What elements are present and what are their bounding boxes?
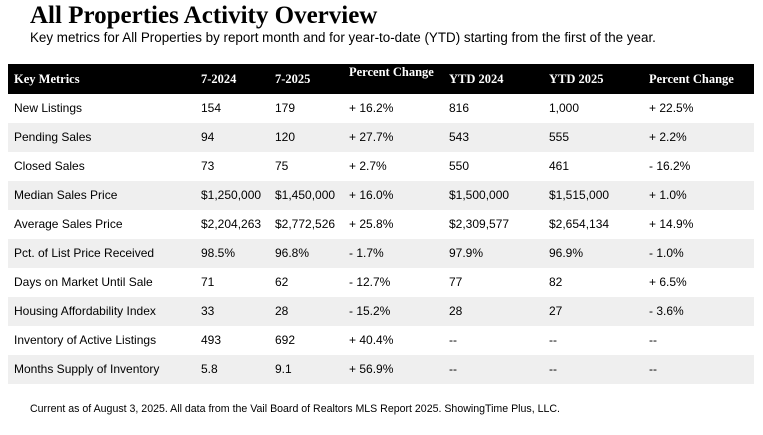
metric-value-cell: $1,500,000 [443, 181, 543, 210]
table-row: Closed Sales 73 75 + 2.7% 550 461 - 16.2% [8, 152, 754, 181]
metric-value-cell: 96.8% [269, 239, 343, 268]
page-subtitle: Key metrics for All Properties by report… [30, 30, 656, 45]
metric-value-cell: 28 [443, 297, 543, 326]
metric-value-cell: $1,250,000 [195, 181, 269, 210]
metric-value-cell: 543 [443, 123, 543, 152]
column-header: Percent Change [343, 64, 443, 94]
metric-value-cell: + 14.9% [649, 217, 694, 231]
metric-value-cell: 33 [195, 297, 269, 326]
metric-value-cell: 692 [275, 333, 296, 347]
metric-value-cell: $1,450,000 [269, 181, 343, 210]
page-title: All Properties Activity Overview [30, 2, 378, 29]
table-row: Housing Affordability Index 33 28- 15.2% 28… [8, 297, 754, 326]
metric-value-cell: 5.8 [195, 355, 269, 384]
metric-value-cell: -- [643, 355, 754, 384]
metric-value-cell: 96.9% [543, 239, 643, 268]
table-row: New Listings 154 179 + 16.2% 816 1,000 + 22.5% [8, 94, 754, 123]
metric-value-cell: 555 [543, 123, 643, 152]
table-row: Inventory of Active Listings 493 692 + 40.4… [8, 326, 754, 355]
metric-value-cell: 816 [449, 101, 470, 115]
metric-name-cell: Inventory of Active Listings [14, 333, 157, 347]
metric-name-cell: Pending Sales [8, 123, 195, 152]
metric-value-cell: - 16.2% [649, 159, 691, 173]
column-header: YTD 2025 [543, 64, 643, 94]
metric-value-cell: - 3.6% [643, 297, 754, 326]
metric-value-cell: + 27.7% [343, 123, 443, 152]
footer-note: Current as of August 3, 2025. All data f… [30, 403, 560, 415]
metric-value-cell: $1,515,000 [543, 181, 643, 210]
column-header: 7-2025 [269, 64, 343, 94]
metric-name-cell: Days on Market Until Sale [14, 275, 153, 289]
metric-value-cell: $2,204,263 [201, 217, 262, 231]
metric-value-cell: 77 [449, 275, 463, 289]
table-row: Months Supply of Inventory 5.8 9.1 + 56.9% -… [8, 355, 754, 384]
metric-value-cell: + 1.0% [643, 181, 754, 210]
column-header: 7-2024 [195, 64, 269, 94]
metric-value-cell: + 25.8% [349, 217, 394, 231]
metric-value-cell: 120 [269, 123, 343, 152]
metric-name-cell: Closed Sales [14, 159, 85, 173]
table-row: Days on Market Until Sale 71 62 - 12.7% 77 82… [8, 268, 754, 297]
metric-name-cell: Pct. of List Price Received [8, 239, 195, 268]
table-row: Median Sales Price $1,250,000 $1,450,000 + … [8, 181, 754, 210]
column-header: Key Metrics [8, 64, 195, 94]
metric-value-cell: 71 [201, 275, 215, 289]
metric-value-cell: - 1.0% [643, 239, 754, 268]
metric-value-cell: + 22.5% [649, 101, 694, 115]
metric-value-cell: 154 [201, 101, 222, 115]
metric-name-cell: Average Sales Price [14, 217, 123, 231]
metric-name-cell: Median Sales Price [8, 181, 195, 210]
metric-value-cell: + 16.2% [349, 101, 394, 115]
metric-value-cell: + 16.0% [343, 181, 443, 210]
table-row: Pct. of List Price Received 98.5% 96.8% - 1… [8, 239, 754, 268]
metric-value-cell: 1,000 [549, 101, 580, 115]
metric-value-cell: $2,309,577 [449, 217, 510, 231]
table-row: Average Sales Price $2,204,263 $2,772,526 +… [8, 210, 754, 239]
column-header: Percent Change [643, 64, 754, 94]
metric-value-cell: - 12.7% [349, 275, 391, 289]
metric-value-cell: -- [543, 355, 643, 384]
metric-name-cell: New Listings [14, 101, 83, 115]
metric-value-cell: -- [649, 333, 657, 347]
metric-value-cell: 73 [201, 159, 215, 173]
metric-value-cell: 28 [269, 297, 343, 326]
metric-value-cell: 9.1 [269, 355, 343, 384]
metric-value-cell: -- [549, 333, 557, 347]
metric-value-cell: -- [443, 355, 543, 384]
metric-value-cell: 550 [449, 159, 470, 173]
metric-value-cell: 493 [201, 333, 222, 347]
metric-value-cell: + 6.5% [649, 275, 687, 289]
metric-value-cell: $2,772,526 [275, 217, 336, 231]
metric-value-cell: 27 [543, 297, 643, 326]
metric-value-cell: + 2.2% [643, 123, 754, 152]
metric-value-cell: 461 [549, 159, 570, 173]
table-header-row: Key Metrics 7-2024 7-2025 Percent Change… [8, 64, 754, 94]
metric-value-cell: 97.9% [443, 239, 543, 268]
metric-value-cell: 62 [275, 275, 289, 289]
metric-value-cell: 179 [275, 101, 296, 115]
metric-value-cell: - 1.7% [343, 239, 443, 268]
metric-value-cell: + 2.7% [349, 159, 387, 173]
key-metrics-table: Key Metrics 7-2024 7-2025 Percent Change… [8, 64, 754, 384]
metric-value-cell: 94 [195, 123, 269, 152]
metric-value-cell: 82 [549, 275, 563, 289]
metric-value-cell: + 40.4% [349, 333, 394, 347]
metric-name-cell: Months Supply of Inventory [8, 355, 195, 384]
metric-value-cell: - 15.2% [343, 297, 443, 326]
metric-value-cell: + 56.9% [343, 355, 443, 384]
metric-value-cell: -- [449, 333, 457, 347]
metric-name-cell: Housing Affordability Index [8, 297, 195, 326]
metric-value-cell: 75 [275, 159, 289, 173]
column-header: YTD 2024 [443, 64, 543, 94]
metric-value-cell: 98.5% [195, 239, 269, 268]
table-row: Pending Sales 94 120 + 27.7% 543 555 + 2.2% [8, 123, 754, 152]
metric-value-cell: $2,654,134 [549, 217, 610, 231]
